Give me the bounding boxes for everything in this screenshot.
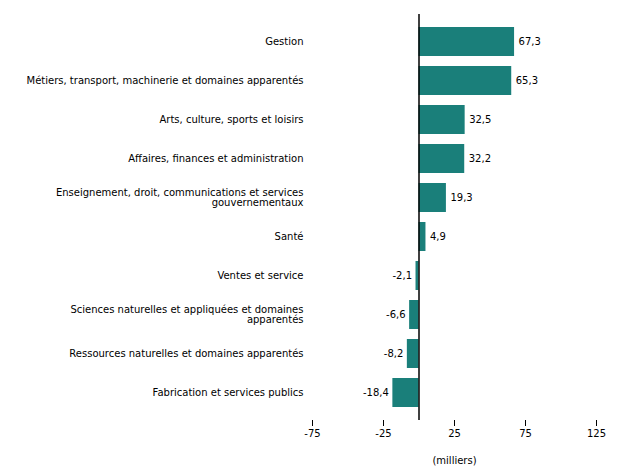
svg-text:-18,4: -18,4	[363, 387, 389, 398]
svg-text:Métiers, transport, machinerie: Métiers, transport, machinerie et domain…	[27, 75, 304, 86]
svg-text:Affaires, finances et administ: Affaires, finances et administration	[128, 153, 303, 164]
svg-text:Enseignement, droit, communica: Enseignement, droit, communications et s…	[56, 187, 304, 208]
svg-text:75: 75	[519, 428, 532, 439]
svg-text:-8,2: -8,2	[384, 348, 404, 359]
svg-text:Sciences naturelles et appliqu: Sciences naturelles et appliquées et dom…	[70, 304, 303, 325]
svg-text:Ressources naturelles et domai: Ressources naturelles et domaines appare…	[69, 348, 303, 359]
svg-text:-2,1: -2,1	[393, 270, 413, 281]
svg-text:-25: -25	[375, 428, 391, 439]
svg-text:Gestion: Gestion	[265, 36, 303, 47]
svg-text:-75: -75	[304, 428, 320, 439]
svg-text:25: 25	[448, 428, 461, 439]
svg-text:19,3: 19,3	[450, 192, 472, 203]
svg-text:(milliers): (milliers)	[432, 455, 476, 466]
svg-text:Ventes et service: Ventes et service	[217, 270, 303, 281]
svg-text:67,3: 67,3	[519, 36, 541, 47]
svg-text:125: 125	[587, 428, 606, 439]
svg-text:Santé: Santé	[275, 231, 304, 242]
svg-text:4,9: 4,9	[430, 231, 446, 242]
svg-text:32,2: 32,2	[469, 153, 491, 164]
svg-text:Fabrication et services public: Fabrication et services publics	[153, 387, 304, 398]
svg-text:65,3: 65,3	[516, 75, 538, 86]
svg-text:Arts, culture, sports et loisi: Arts, culture, sports et loisirs	[159, 114, 303, 125]
svg-text:-6,6: -6,6	[386, 309, 406, 320]
svg-text:32,5: 32,5	[469, 114, 491, 125]
